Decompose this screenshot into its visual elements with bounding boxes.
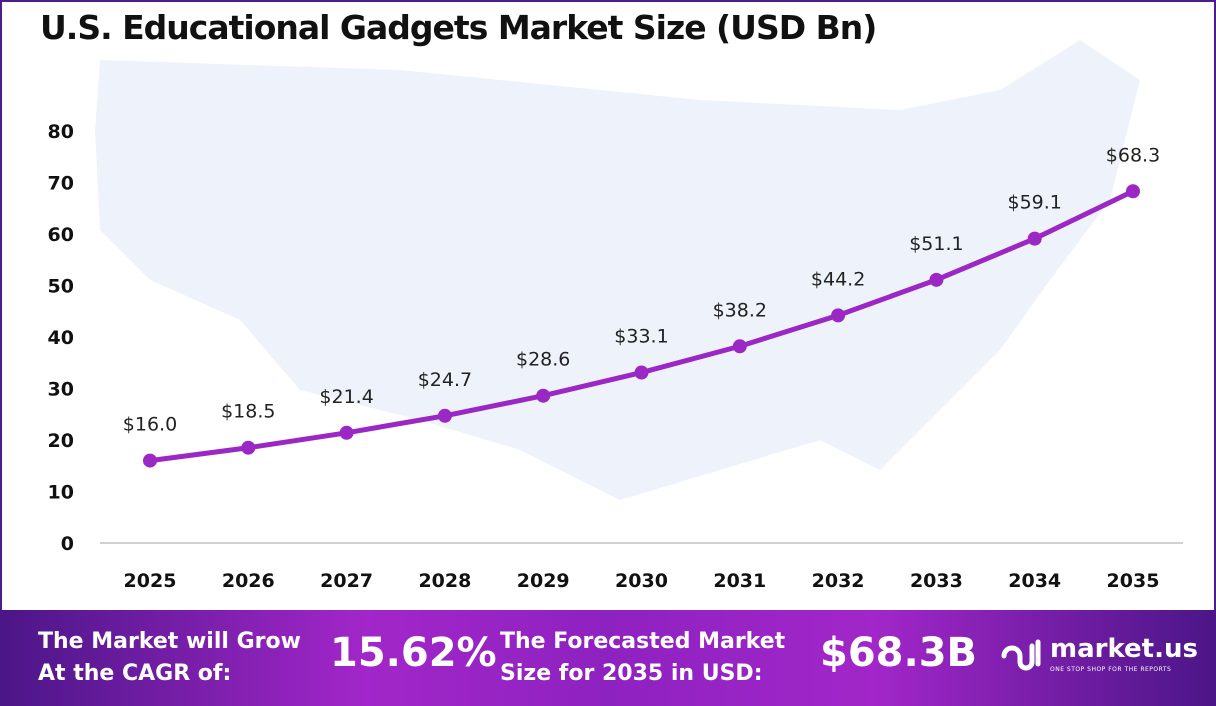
- forecast-value: $68.3B: [820, 630, 978, 676]
- cagr-label-line1: The Market will Grow: [38, 629, 301, 654]
- data-label: $33.1: [614, 326, 668, 348]
- y-tick-label: 0: [61, 533, 74, 555]
- data-label: $68.3: [1106, 144, 1160, 166]
- y-tick-label: 60: [48, 224, 74, 246]
- x-tick-label: 2032: [812, 570, 865, 592]
- cagr-label-line2: At the CAGR of:: [38, 661, 232, 686]
- data-label: $18.5: [221, 401, 275, 423]
- logo-name: market.us: [1050, 634, 1198, 664]
- x-tick-label: 2034: [1008, 570, 1061, 592]
- x-tick-label: 2026: [222, 570, 275, 592]
- chart-title: U.S. Educational Gadgets Market Size (US…: [40, 8, 877, 47]
- x-tick-label: 2033: [910, 570, 963, 592]
- y-tick-label: 40: [48, 327, 74, 349]
- cagr-value: 15.62%: [330, 630, 497, 676]
- y-tick-label: 20: [48, 430, 74, 452]
- data-label: $16.0: [123, 414, 177, 436]
- data-label: $59.1: [1007, 192, 1061, 214]
- data-point: [732, 339, 747, 354]
- data-label: $21.4: [319, 386, 373, 408]
- data-point: [634, 365, 649, 380]
- x-tick-label: 2025: [124, 570, 177, 592]
- data-label: $51.1: [909, 233, 963, 255]
- x-tick-label: 2031: [713, 570, 766, 592]
- data-point: [929, 272, 944, 287]
- data-point: [437, 408, 452, 423]
- y-tick-label: 80: [48, 121, 74, 143]
- forecast-label-line1: The Forecasted Market: [500, 629, 786, 654]
- x-tick-label: 2035: [1107, 570, 1160, 592]
- data-point: [536, 388, 551, 403]
- y-tick-label: 10: [48, 482, 74, 504]
- data-label: $38.2: [713, 299, 767, 321]
- data-point: [831, 308, 846, 323]
- y-tick-label: 70: [48, 173, 74, 195]
- x-tick-label: 2029: [517, 570, 570, 592]
- data-point: [1126, 184, 1140, 199]
- x-tick-label: 2030: [615, 570, 668, 592]
- data-point: [1027, 231, 1042, 246]
- data-point: [143, 453, 157, 468]
- us-map-background: [95, 40, 1140, 500]
- market-us-logo: market.us ONE STOP SHOP FOR THE REPORTS: [1000, 634, 1198, 678]
- data-label: $28.6: [516, 349, 570, 371]
- x-tick-label: 2028: [418, 570, 471, 592]
- data-label: $44.2: [811, 268, 865, 290]
- x-tick-label: 2027: [320, 570, 373, 592]
- summary-banner: The Market will Grow At the CAGR of: 15.…: [0, 610, 1216, 706]
- data-point: [339, 425, 354, 440]
- data-label: $24.7: [418, 369, 472, 391]
- y-tick-label: 30: [48, 379, 74, 401]
- y-tick-label: 50: [48, 276, 74, 298]
- logo-tagline: ONE STOP SHOP FOR THE REPORTS: [1050, 666, 1172, 673]
- forecast-label-line2: Size for 2035 in USD:: [500, 661, 763, 686]
- logo-icon: [1001, 639, 1041, 671]
- data-point: [241, 440, 256, 455]
